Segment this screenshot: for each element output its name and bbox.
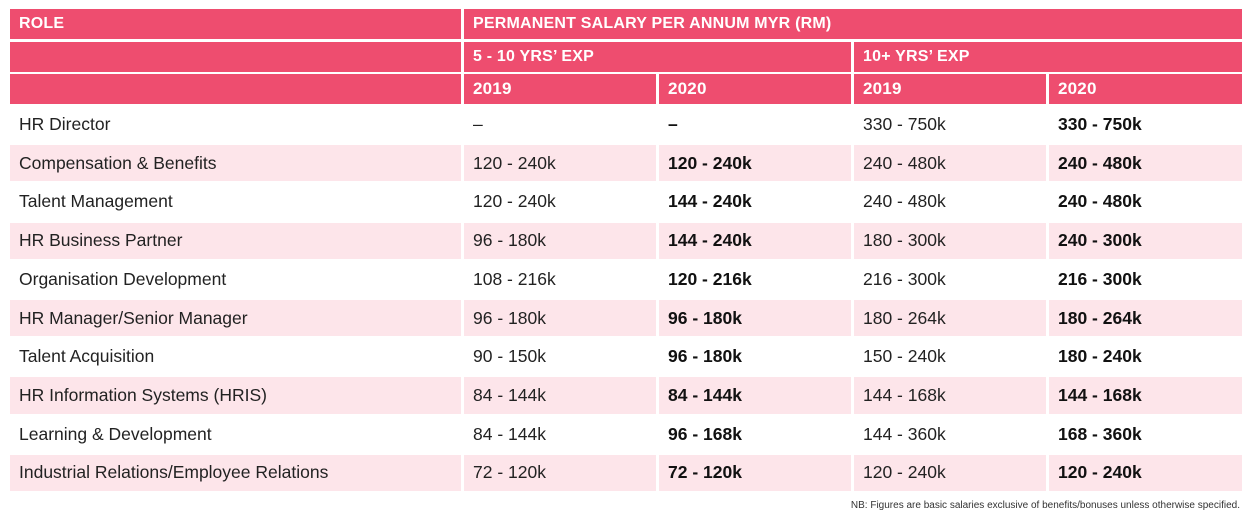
salary-cell: 330 - 750k (854, 106, 1046, 143)
footnote: NB: Figures are basic salaries exclusive… (850, 500, 1240, 511)
salary-cell: 96 - 180k (464, 222, 656, 259)
salary-table: ROLE PERMANENT SALARY PER ANNUM MYR (RM)… (10, 9, 1242, 491)
salary-cell: 216 - 300k (854, 261, 1046, 298)
salary-cell: 120 - 240k (464, 183, 656, 221)
exp-10-plus-header: 10+ YRS’ EXP (854, 41, 1242, 72)
salary-cell: 96 - 180k (464, 299, 656, 337)
salary-cell: 180 - 300k (854, 222, 1046, 259)
role-cell: Talent Management (10, 183, 461, 221)
salary-cell: – (659, 106, 851, 143)
salary-cell: 240 - 480k (1049, 145, 1242, 182)
salary-cell: 150 - 240k (854, 338, 1046, 375)
year-header: 2019 (464, 74, 656, 104)
salary-cell: 144 - 168k (1049, 377, 1242, 414)
salary-cell: 120 - 216k (659, 261, 851, 298)
salary-cell: 240 - 480k (854, 183, 1046, 221)
salary-cell: 96 - 180k (659, 299, 851, 337)
year-header: 2020 (1049, 74, 1242, 104)
salary-cell: 96 - 168k (659, 416, 851, 453)
salary-cell: 84 - 144k (464, 416, 656, 453)
salary-cell: 180 - 264k (854, 299, 1046, 337)
salary-cell: 216 - 300k (1049, 261, 1242, 298)
role-cell: Talent Acquisition (10, 338, 461, 375)
salary-cell: 72 - 120k (464, 454, 656, 491)
salary-cell: 72 - 120k (659, 454, 851, 491)
role-cell: Industrial Relations/Employee Relations (10, 454, 461, 491)
salary-cell: 180 - 264k (1049, 299, 1242, 337)
role-cell: Compensation & Benefits (10, 145, 461, 182)
role-cell: HR Manager/Senior Manager (10, 299, 461, 337)
salary-cell: 330 - 750k (1049, 106, 1242, 143)
salary-cell: – (464, 106, 656, 143)
salary-cell: 108 - 216k (464, 261, 656, 298)
salary-cell: 120 - 240k (1049, 454, 1242, 491)
salary-cell: 144 - 240k (659, 183, 851, 221)
role-cell: HR Information Systems (HRIS) (10, 377, 461, 414)
role-header: ROLE (10, 9, 461, 39)
salary-cell: 84 - 144k (659, 377, 851, 414)
salary-cell: 120 - 240k (464, 145, 656, 182)
exp-5-10-header: 5 - 10 YRS’ EXP (464, 41, 851, 72)
role-cell: Organisation Development (10, 261, 461, 298)
salary-cell: 90 - 150k (464, 338, 656, 375)
role-cell: Learning & Development (10, 416, 461, 453)
salary-cell: 240 - 300k (1049, 222, 1242, 259)
role-header-spacer (10, 74, 461, 104)
salary-cell: 168 - 360k (1049, 416, 1242, 453)
salary-cell: 120 - 240k (854, 454, 1046, 491)
salary-cell: 84 - 144k (464, 377, 656, 414)
salary-cell: 120 - 240k (659, 145, 851, 182)
salary-cell: 144 - 168k (854, 377, 1046, 414)
salary-header: PERMANENT SALARY PER ANNUM MYR (RM) (464, 9, 1242, 39)
salary-cell: 240 - 480k (1049, 183, 1242, 221)
year-header: 2019 (854, 74, 1046, 104)
salary-cell: 144 - 360k (854, 416, 1046, 453)
salary-cell: 180 - 240k (1049, 338, 1242, 375)
role-cell: HR Business Partner (10, 222, 461, 259)
salary-cell: 240 - 480k (854, 145, 1046, 182)
role-cell: HR Director (10, 106, 461, 143)
salary-cell: 96 - 180k (659, 338, 851, 375)
year-header: 2020 (659, 74, 851, 104)
salary-cell: 144 - 240k (659, 222, 851, 259)
role-header-spacer (10, 41, 461, 72)
